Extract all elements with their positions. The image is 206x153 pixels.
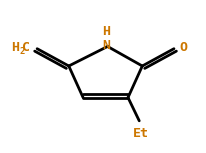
Text: Et: Et [132,127,148,140]
Text: H: H [102,25,110,38]
Text: O: O [179,41,187,54]
Text: N: N [102,39,110,52]
Text: 2: 2 [19,47,24,56]
Text: C: C [22,41,30,54]
Text: H: H [11,41,19,54]
